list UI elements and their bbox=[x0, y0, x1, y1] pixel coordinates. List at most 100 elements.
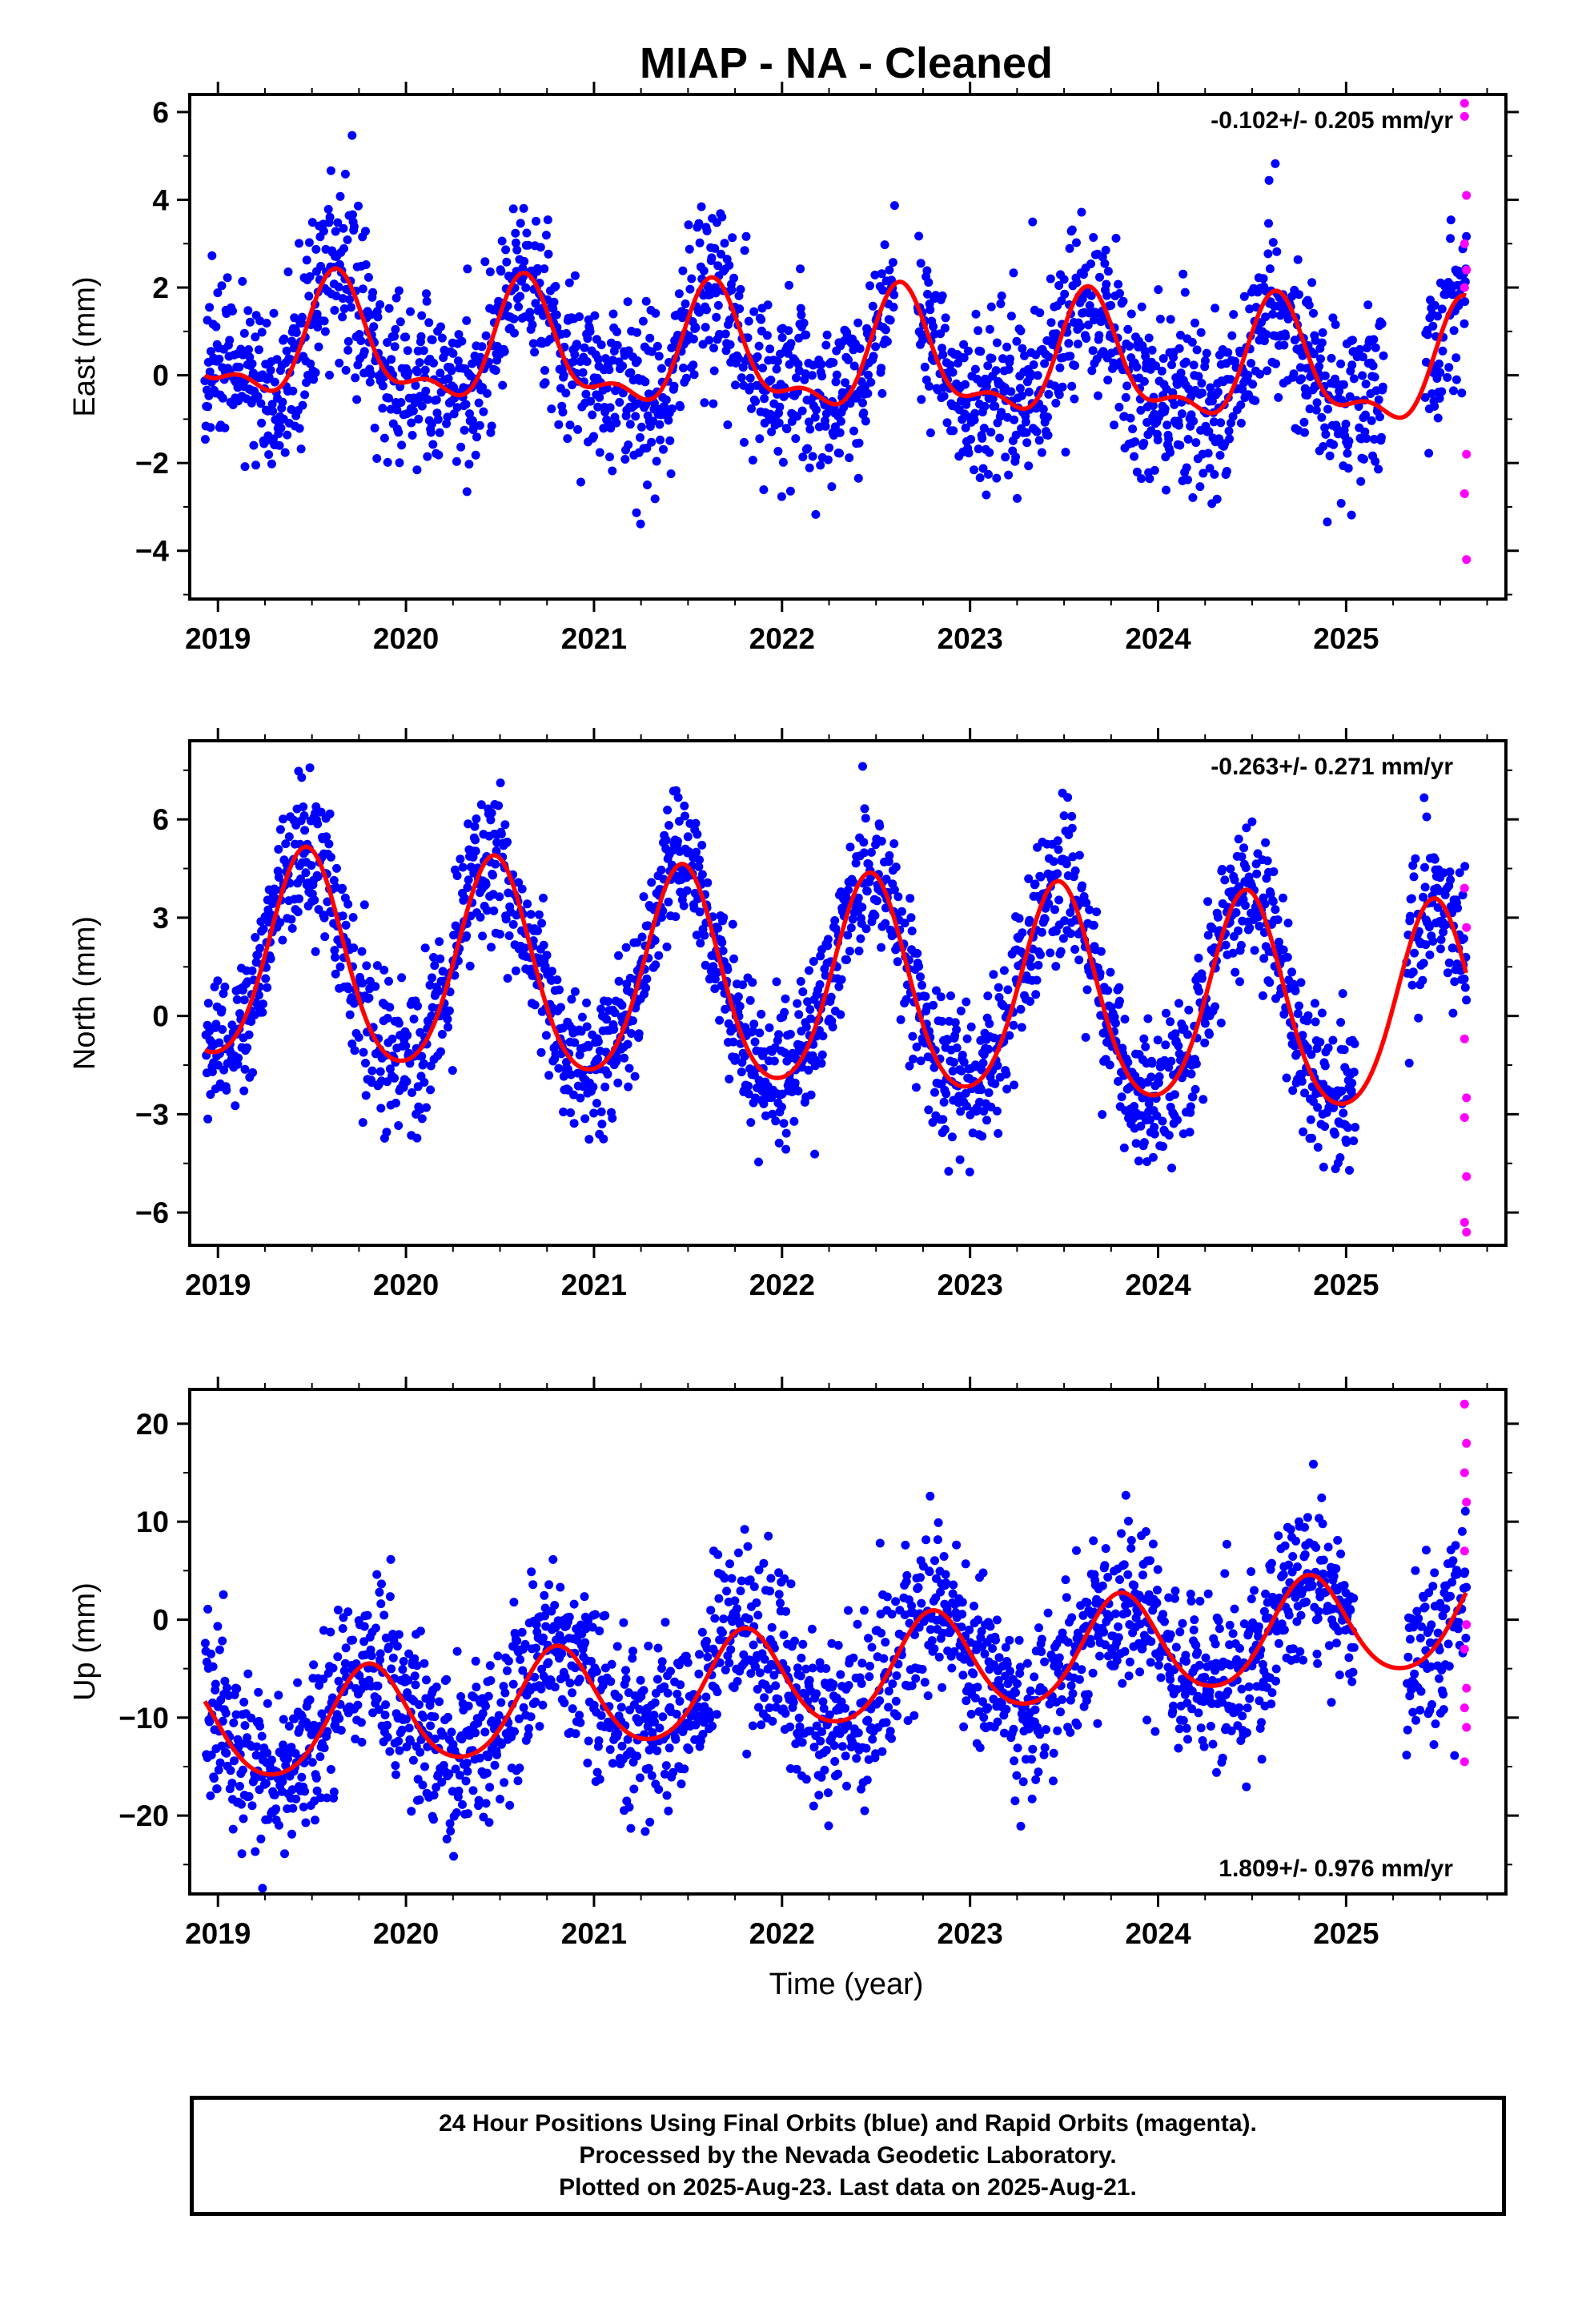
data-point bbox=[1329, 440, 1339, 449]
data-point bbox=[695, 855, 704, 865]
data-point bbox=[444, 1712, 452, 1722]
data-point bbox=[1328, 313, 1338, 323]
data-point bbox=[878, 285, 888, 295]
data-point bbox=[916, 972, 925, 982]
data-point bbox=[657, 364, 666, 373]
data-point bbox=[359, 900, 369, 910]
data-point bbox=[331, 969, 340, 979]
data-point bbox=[1228, 412, 1238, 421]
data-point bbox=[215, 1758, 225, 1767]
data-point bbox=[978, 1132, 987, 1141]
data-point bbox=[367, 369, 376, 379]
data-point bbox=[1462, 995, 1472, 1005]
data-point bbox=[1182, 463, 1191, 472]
data-point bbox=[880, 240, 889, 250]
data-point bbox=[282, 346, 291, 356]
data-point bbox=[331, 227, 340, 236]
data-point bbox=[974, 326, 983, 336]
data-point bbox=[881, 875, 891, 884]
data-point bbox=[264, 450, 274, 460]
data-point bbox=[280, 1849, 289, 1859]
data-point bbox=[386, 1554, 396, 1564]
data-point bbox=[479, 407, 488, 416]
data-point bbox=[275, 440, 284, 450]
data-point bbox=[1268, 238, 1278, 247]
data-point bbox=[944, 1167, 954, 1176]
data-point bbox=[1236, 400, 1246, 410]
data-point bbox=[1150, 1129, 1159, 1139]
data-point bbox=[343, 984, 353, 994]
data-point bbox=[484, 1752, 493, 1762]
data-point bbox=[1032, 975, 1042, 985]
data-point bbox=[550, 1601, 560, 1610]
data-point bbox=[311, 1773, 321, 1783]
data-point bbox=[406, 307, 415, 316]
data-point bbox=[254, 991, 263, 1000]
data-point bbox=[1044, 352, 1054, 362]
data-point bbox=[777, 1102, 786, 1112]
data-point bbox=[325, 370, 334, 380]
data-point bbox=[994, 983, 1003, 992]
data-point bbox=[817, 1059, 826, 1068]
data-point bbox=[1343, 448, 1352, 458]
data-point bbox=[721, 329, 730, 339]
data-point bbox=[1147, 1059, 1157, 1068]
data-point bbox=[341, 365, 351, 375]
data-point bbox=[889, 201, 899, 211]
data-point bbox=[738, 980, 747, 990]
data-point bbox=[1184, 1005, 1194, 1015]
rapid-point bbox=[1462, 1228, 1472, 1237]
data-point bbox=[831, 377, 841, 387]
data-point bbox=[511, 238, 520, 247]
data-point bbox=[1139, 1138, 1149, 1148]
data-point bbox=[481, 1702, 490, 1711]
data-point bbox=[729, 1037, 738, 1047]
data-point bbox=[435, 428, 444, 437]
data-point bbox=[959, 1057, 969, 1067]
data-point bbox=[1327, 353, 1336, 363]
data-point bbox=[936, 992, 946, 1002]
data-point bbox=[1050, 905, 1059, 915]
data-point bbox=[319, 227, 328, 236]
data-point bbox=[826, 992, 836, 1002]
data-point bbox=[1004, 470, 1014, 480]
data-point bbox=[905, 894, 915, 903]
data-point bbox=[408, 406, 418, 416]
data-point bbox=[588, 1082, 598, 1092]
data-point bbox=[578, 368, 588, 377]
data-point bbox=[1437, 387, 1447, 396]
data-point bbox=[1095, 272, 1104, 282]
data-point bbox=[514, 878, 524, 887]
data-point bbox=[1153, 1035, 1162, 1045]
data-point bbox=[805, 417, 813, 427]
data-point bbox=[1424, 923, 1434, 931]
data-point bbox=[652, 456, 661, 466]
data-point bbox=[436, 954, 445, 963]
data-point bbox=[1130, 1102, 1139, 1111]
data-point bbox=[544, 1658, 553, 1667]
data-point bbox=[540, 1590, 549, 1600]
data-point bbox=[462, 1759, 472, 1767]
data-point bbox=[914, 231, 924, 241]
data-point bbox=[397, 1725, 407, 1735]
data-point bbox=[328, 1663, 338, 1673]
data-point bbox=[1337, 1086, 1347, 1096]
data-point bbox=[1180, 287, 1190, 297]
data-point bbox=[1427, 389, 1436, 399]
data-point bbox=[1262, 330, 1271, 340]
data-point bbox=[1034, 960, 1043, 970]
data-point bbox=[624, 1063, 634, 1073]
data-point bbox=[338, 312, 347, 322]
data-point bbox=[430, 961, 440, 971]
data-point bbox=[230, 1756, 239, 1766]
data-point bbox=[238, 276, 247, 286]
data-point bbox=[513, 1776, 523, 1786]
data-point bbox=[338, 883, 347, 893]
data-point bbox=[462, 316, 472, 325]
data-point bbox=[454, 330, 464, 340]
data-point bbox=[543, 215, 552, 224]
data-point bbox=[1241, 863, 1251, 873]
data-point bbox=[476, 912, 485, 922]
data-point bbox=[434, 987, 444, 996]
data-point bbox=[780, 1007, 789, 1017]
